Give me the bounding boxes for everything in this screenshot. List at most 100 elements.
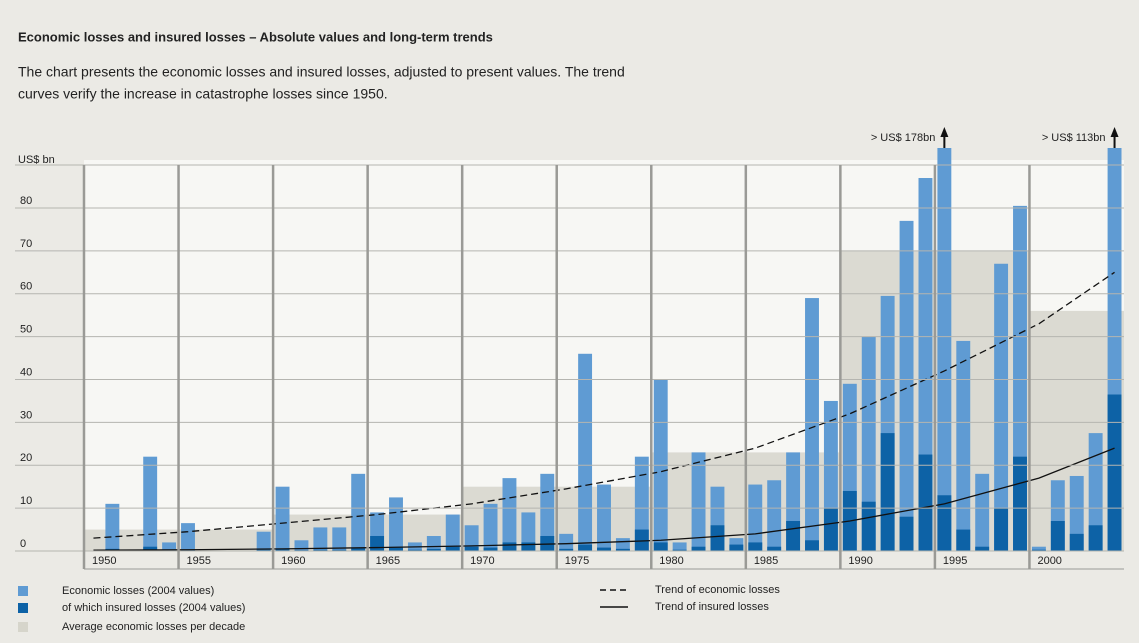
bar xyxy=(880,433,895,551)
bar xyxy=(1031,549,1046,551)
legend-label: of which insured losses (2004 values) xyxy=(62,602,245,614)
bar xyxy=(1069,533,1084,551)
x-tick-label: 1970 xyxy=(470,555,494,567)
bar xyxy=(483,547,498,551)
bar xyxy=(918,454,933,551)
y-tick-label: 20 xyxy=(20,452,32,464)
bar xyxy=(956,340,971,551)
bar xyxy=(464,525,479,551)
x-tick-label: 1985 xyxy=(754,555,778,567)
bar xyxy=(899,220,914,551)
bar xyxy=(994,508,1009,551)
bar xyxy=(275,548,290,551)
bar xyxy=(389,547,403,551)
bar xyxy=(521,512,536,551)
bar xyxy=(691,452,706,551)
bar xyxy=(710,525,725,551)
bar xyxy=(162,542,177,551)
bar xyxy=(275,486,290,551)
arrow-head xyxy=(940,127,949,137)
bar xyxy=(540,473,555,551)
x-tick-label: 1975 xyxy=(565,555,589,567)
subtitle: The chart presents the economic losses a… xyxy=(18,64,625,80)
subtitle: curves verify the increase in catastroph… xyxy=(18,86,388,102)
y-tick-label: 30 xyxy=(20,409,32,421)
bar xyxy=(1088,433,1103,551)
bar xyxy=(143,456,158,551)
bar xyxy=(483,503,498,551)
bar xyxy=(899,516,914,551)
bar xyxy=(464,546,479,551)
legend-label: Trend of economic losses xyxy=(655,584,780,596)
bar xyxy=(181,523,195,551)
bar xyxy=(426,535,441,551)
y-tick-label: 0 xyxy=(20,538,26,550)
x-tick-label: 1965 xyxy=(376,555,400,567)
bar xyxy=(502,542,517,551)
bar xyxy=(1050,520,1065,551)
legend-swatch xyxy=(18,603,28,613)
bar xyxy=(105,503,120,551)
bar xyxy=(805,540,819,551)
x-tick-label: 1980 xyxy=(659,555,683,567)
bar xyxy=(578,353,593,551)
y-tick-label: 60 xyxy=(20,281,32,293)
y-tick-label: 40 xyxy=(20,366,32,378)
bar xyxy=(445,546,460,551)
y-tick-label: 80 xyxy=(20,195,32,207)
legend-swatch xyxy=(18,586,28,596)
bar xyxy=(975,473,990,551)
bar xyxy=(597,547,611,551)
bar xyxy=(351,473,366,551)
bar xyxy=(786,520,801,551)
legend-label: Economic losses (2004 values) xyxy=(62,585,214,597)
legend-label: Average economic losses per decade xyxy=(62,621,245,633)
y-axis-label: US$ bn xyxy=(18,154,55,166)
bar xyxy=(767,546,782,551)
bar xyxy=(823,508,838,551)
bar xyxy=(332,527,347,551)
bar xyxy=(861,336,876,551)
bar xyxy=(653,542,668,551)
bar xyxy=(294,540,309,551)
bar xyxy=(389,497,403,551)
x-tick-label: 1960 xyxy=(281,555,305,567)
bar xyxy=(634,456,649,551)
bar xyxy=(767,480,782,551)
legend-swatch xyxy=(18,622,28,632)
bar xyxy=(672,549,687,551)
bar xyxy=(691,546,706,551)
bar xyxy=(1107,394,1122,551)
bar xyxy=(1013,456,1027,551)
legend-label: Trend of insured losses xyxy=(655,601,769,613)
bar xyxy=(975,546,990,551)
bar xyxy=(332,549,347,551)
bar xyxy=(956,529,971,551)
bar xyxy=(634,529,649,551)
bar xyxy=(370,535,385,551)
annotation: > US$ 178bn xyxy=(871,132,936,144)
bar xyxy=(672,542,687,551)
y-tick-label: 10 xyxy=(20,495,32,507)
bar xyxy=(1088,525,1103,551)
bar xyxy=(937,495,952,551)
bar xyxy=(748,484,763,551)
chart-title: Economic losses and insured losses – Abs… xyxy=(18,29,493,44)
bar xyxy=(559,548,574,551)
bar xyxy=(1069,475,1084,551)
x-tick-label: 1990 xyxy=(848,555,872,567)
bar xyxy=(748,542,763,551)
bar xyxy=(445,514,460,551)
trend-line xyxy=(93,447,1115,551)
bar xyxy=(502,478,517,551)
bar xyxy=(313,549,328,551)
bar xyxy=(256,549,271,551)
bar xyxy=(937,148,952,552)
bar xyxy=(615,548,630,551)
bar xyxy=(729,544,744,551)
bar xyxy=(426,548,441,551)
bar xyxy=(351,547,366,551)
arrow-head xyxy=(1110,127,1119,137)
